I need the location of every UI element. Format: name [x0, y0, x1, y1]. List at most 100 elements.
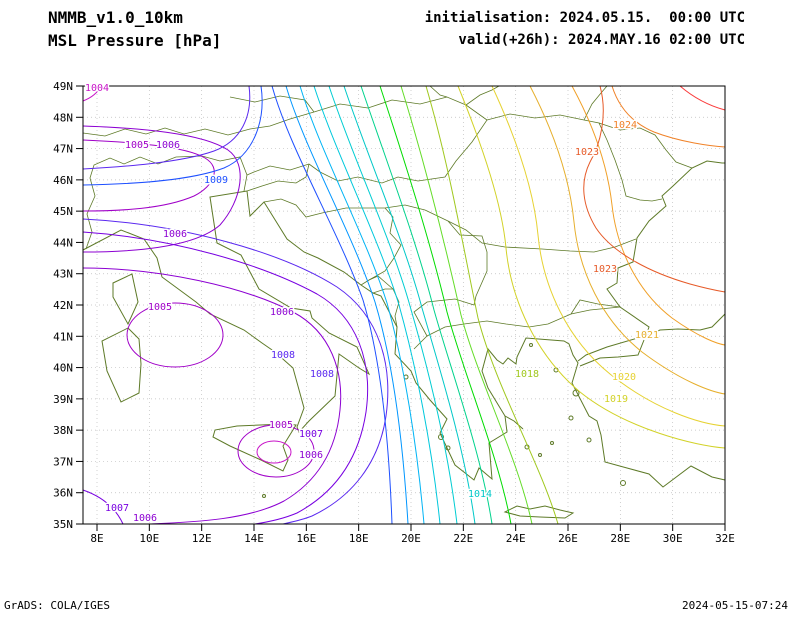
contour-label: 1024 — [613, 120, 637, 131]
grid — [83, 86, 725, 524]
lat-label: 38N — [53, 424, 73, 437]
contour-line — [679, 85, 726, 111]
island — [438, 434, 444, 440]
contour-line — [82, 85, 102, 102]
country-border — [413, 220, 488, 337]
lat-label: 36N — [53, 487, 73, 500]
country-border — [85, 155, 248, 250]
country-border — [598, 122, 693, 169]
contour-line — [82, 139, 215, 212]
lon-label: 12E — [192, 532, 212, 545]
contour-label: 1023 — [575, 147, 599, 158]
country-border — [246, 163, 310, 176]
country-border — [583, 85, 608, 121]
init-time: initialisation: 2024.05.15. 00:00 UTC — [424, 10, 745, 26]
contour-line — [82, 85, 251, 170]
contour-line — [313, 85, 441, 525]
pressure-contours — [82, 85, 726, 525]
contour-label: 1023 — [593, 264, 617, 275]
contour-line — [82, 218, 389, 525]
country-border — [229, 95, 315, 113]
contour-label: 1006 — [133, 513, 157, 524]
coastline-corsica — [112, 273, 139, 326]
lat-label: 40N — [53, 362, 73, 375]
contour-line — [271, 85, 393, 525]
coastline-italy — [82, 190, 371, 433]
lat-label: 44N — [53, 236, 73, 249]
contour-label: 1019 — [604, 394, 628, 405]
country-border — [413, 306, 621, 350]
coastline-black-sea-west — [606, 160, 725, 337]
lat-label: 43N — [53, 268, 73, 281]
lat-label: 39N — [53, 393, 73, 406]
contour-label: 1021 — [635, 330, 659, 341]
country-border — [486, 113, 663, 202]
country-border — [570, 299, 621, 315]
contour-label: 1008 — [271, 350, 295, 361]
contour-line — [82, 125, 241, 253]
lon-label: 28E — [610, 532, 630, 545]
contour-label: 1008 — [310, 369, 334, 380]
country-border — [368, 275, 394, 290]
contour-line — [285, 85, 409, 525]
coastline-marmara-north — [577, 335, 647, 362]
ticks — [76, 85, 726, 531]
lat-label: 42N — [53, 299, 73, 312]
lat-label: 48N — [53, 111, 73, 124]
lon-label: 30E — [663, 532, 683, 545]
lat-axis-labels: 49N 48N 47N 46N 45N 44N 43N 42N 41N 40N 39N 38N 37N 3… — [53, 80, 73, 531]
contour-line — [571, 85, 726, 346]
contour-label: 1007 — [105, 503, 129, 514]
grads-credit: GrADS: COLA/IGES — [4, 599, 110, 612]
contour-line — [425, 85, 559, 525]
contour-label: 1018 — [515, 369, 539, 380]
contour-label: 1007 — [299, 429, 323, 440]
island — [568, 415, 574, 421]
contour-label: 1014 — [468, 489, 492, 500]
contour-label: 1005 — [125, 140, 149, 151]
coastline-crete — [503, 505, 575, 519]
country-border — [308, 104, 488, 184]
contour-line — [360, 85, 493, 525]
lon-label: 18E — [349, 532, 369, 545]
lon-label: 8E — [90, 532, 103, 545]
lat-label: 47N — [53, 143, 73, 156]
contour-line — [82, 85, 263, 186]
country-border — [246, 163, 310, 192]
map-frame — [82, 85, 726, 525]
contour-line — [126, 302, 224, 368]
contour-line — [379, 85, 512, 525]
country-border — [384, 204, 637, 253]
contour-label: 1006 — [163, 229, 187, 240]
contour-line — [82, 489, 124, 525]
island — [550, 441, 554, 445]
lat-label: 41N — [53, 330, 73, 343]
island — [620, 480, 626, 486]
country-border — [263, 198, 402, 286]
lon-label: 10E — [139, 532, 159, 545]
contour-line — [457, 85, 726, 449]
contour-label: 1009 — [204, 175, 228, 186]
island — [445, 445, 451, 451]
lat-label: 49N — [53, 80, 73, 93]
island — [529, 343, 533, 347]
country-borders — [82, 85, 693, 350]
contour-line — [328, 85, 458, 525]
lon-label: 22E — [453, 532, 473, 545]
lon-label: 14E — [244, 532, 264, 545]
contour-label: 1006 — [299, 450, 323, 461]
contour-line — [343, 85, 476, 525]
valid-time: valid(+26h): 2024.MAY.16 02:00 UTC — [458, 32, 745, 48]
coastline-sardinia — [101, 327, 142, 403]
lon-label: 26E — [558, 532, 578, 545]
contour-line — [299, 85, 425, 525]
contour-line — [611, 85, 726, 148]
lat-label: 37N — [53, 455, 73, 468]
field-title: MSL Pressure [hPa] — [48, 31, 222, 50]
country-border — [82, 111, 315, 137]
coastline-sicily — [212, 423, 297, 472]
contour-line — [237, 424, 315, 478]
creation-timestamp: 2024-05-15-07:24 — [682, 599, 788, 612]
contour-label: 1006 — [156, 140, 180, 151]
island — [572, 389, 580, 397]
